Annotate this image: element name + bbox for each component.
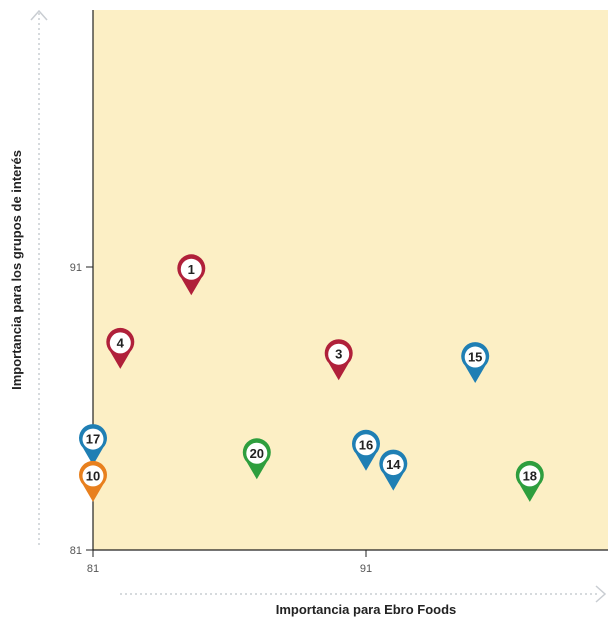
map-pin-3: 3 [324,339,353,381]
pin-inner-circle [382,454,404,476]
pin-inner-circle [109,332,131,354]
y-tick-label-81: 81 [70,545,82,557]
pin-inner-circle [519,465,541,487]
map-pin-1: 1 [177,254,206,296]
point-label-14: 14 [386,457,401,472]
point-label-1: 1 [188,262,195,277]
map-pin-4: 4 [106,327,135,369]
x-tick-label-91: 91 [360,563,372,575]
point-label-15: 15 [468,350,482,365]
y-tick-label-91: 91 [70,262,82,274]
point-label-10: 10 [86,468,100,483]
point-label-17: 17 [86,432,100,447]
map-pin-14: 14 [379,449,408,491]
x-axis-arrowhead-icon [595,585,607,603]
pin-inner-circle [82,465,104,487]
map-pin-10: 10 [79,460,108,502]
point-label-4: 4 [117,335,125,350]
pin-inner-circle [464,346,486,368]
x-tick-label-81: 81 [87,563,99,575]
point-label-20: 20 [250,446,264,461]
point-label-18: 18 [523,468,537,483]
y-axis-title: Importancia para los grupos de interés [9,150,24,390]
point-label-3: 3 [335,347,342,362]
plot-area [93,10,608,550]
point-label-16: 16 [359,437,373,452]
map-pin-15: 15 [461,342,490,384]
map-pin-18: 18 [515,460,544,502]
y-axis-arrowhead-icon [30,9,48,21]
map-pin-20: 20 [242,438,271,480]
pin-inner-circle [328,343,350,365]
x-axis-title: Importancia para Ebro Foods [276,602,457,617]
pin-inner-circle [82,428,104,450]
pin-inner-circle [180,258,202,280]
map-pin-17: 17 [79,424,108,466]
pin-inner-circle [355,434,377,456]
map-pin-16: 16 [352,429,380,471]
pin-inner-circle [246,442,268,464]
